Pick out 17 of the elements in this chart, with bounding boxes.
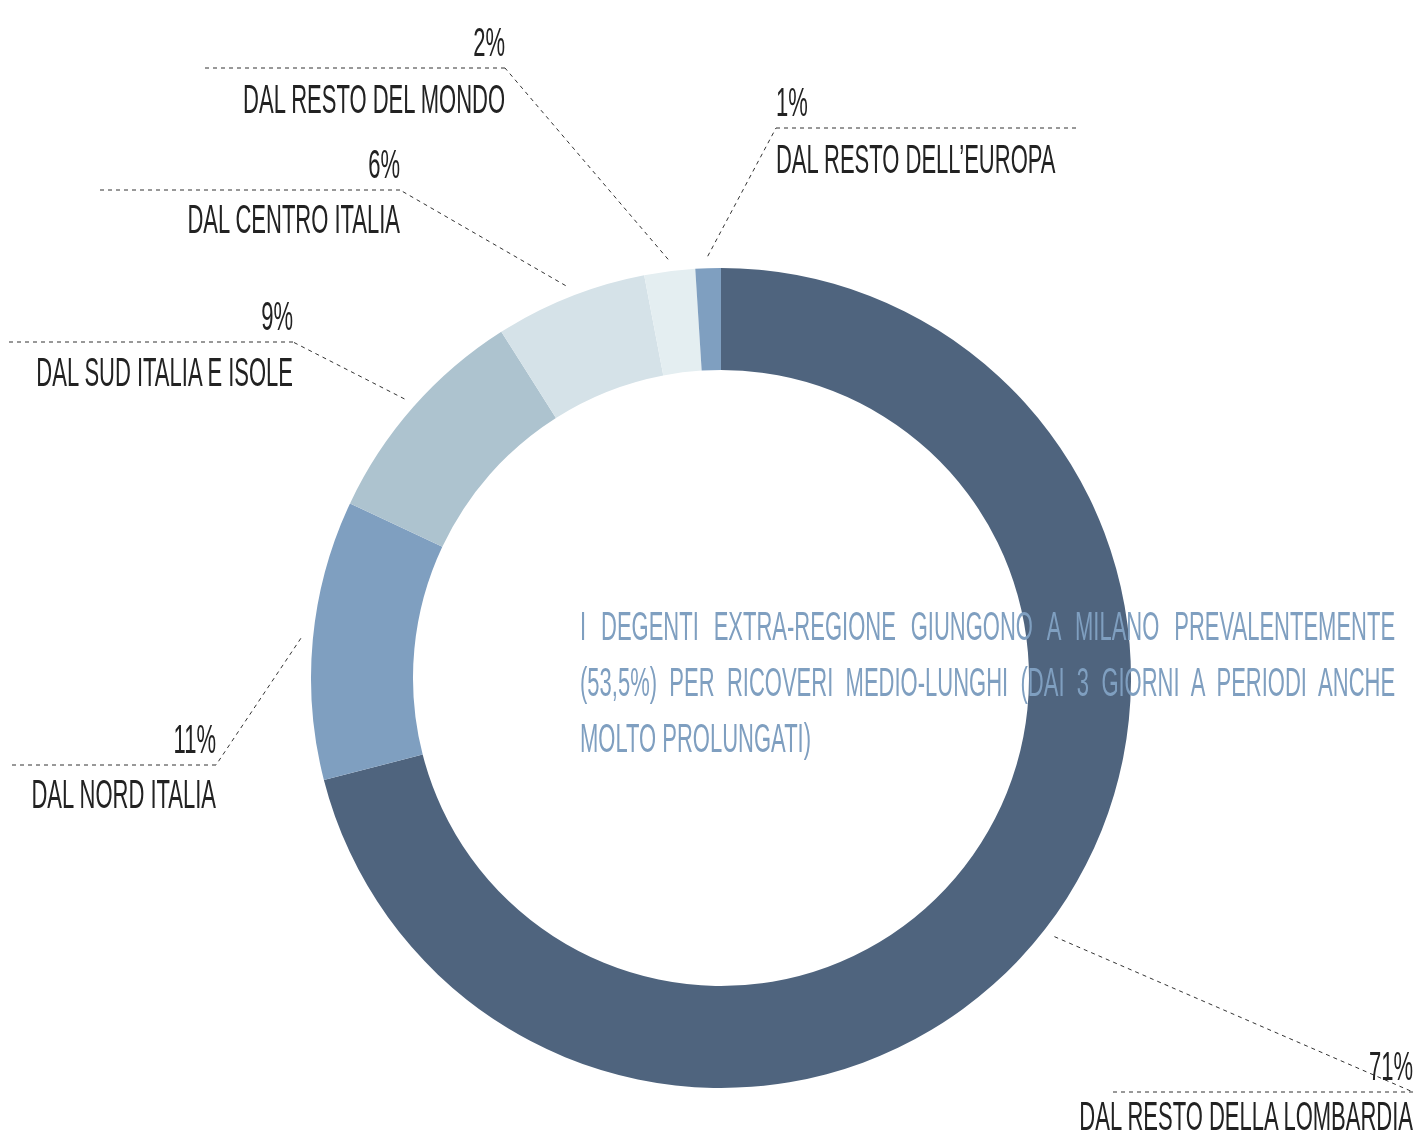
donut-slice xyxy=(695,268,721,371)
data-label: 71% xyxy=(1368,1044,1413,1089)
slice-label: DAL RESTO DELL’EUROPA xyxy=(776,137,1056,182)
donut-slice xyxy=(350,331,556,547)
slice-label: DAL SUD ITALIA E ISOLE xyxy=(36,350,293,395)
data-label: 1% xyxy=(776,80,808,125)
data-label: 11% xyxy=(173,717,216,762)
slice-label: DAL RESTO DELLA LOMBARDIA xyxy=(1079,1094,1414,1139)
donut-slice xyxy=(501,275,664,418)
data-label: 9% xyxy=(261,294,293,339)
data-label: 6% xyxy=(368,142,400,187)
data-label: 2% xyxy=(473,20,505,65)
slice-label: DAL CENTRO ITALIA xyxy=(187,197,401,242)
slice-label: DAL NORD ITALIA xyxy=(31,772,217,817)
donut-slice xyxy=(644,268,702,376)
donut-slice xyxy=(311,503,443,780)
slice-label: DAL RESTO DEL MONDO xyxy=(243,77,505,122)
